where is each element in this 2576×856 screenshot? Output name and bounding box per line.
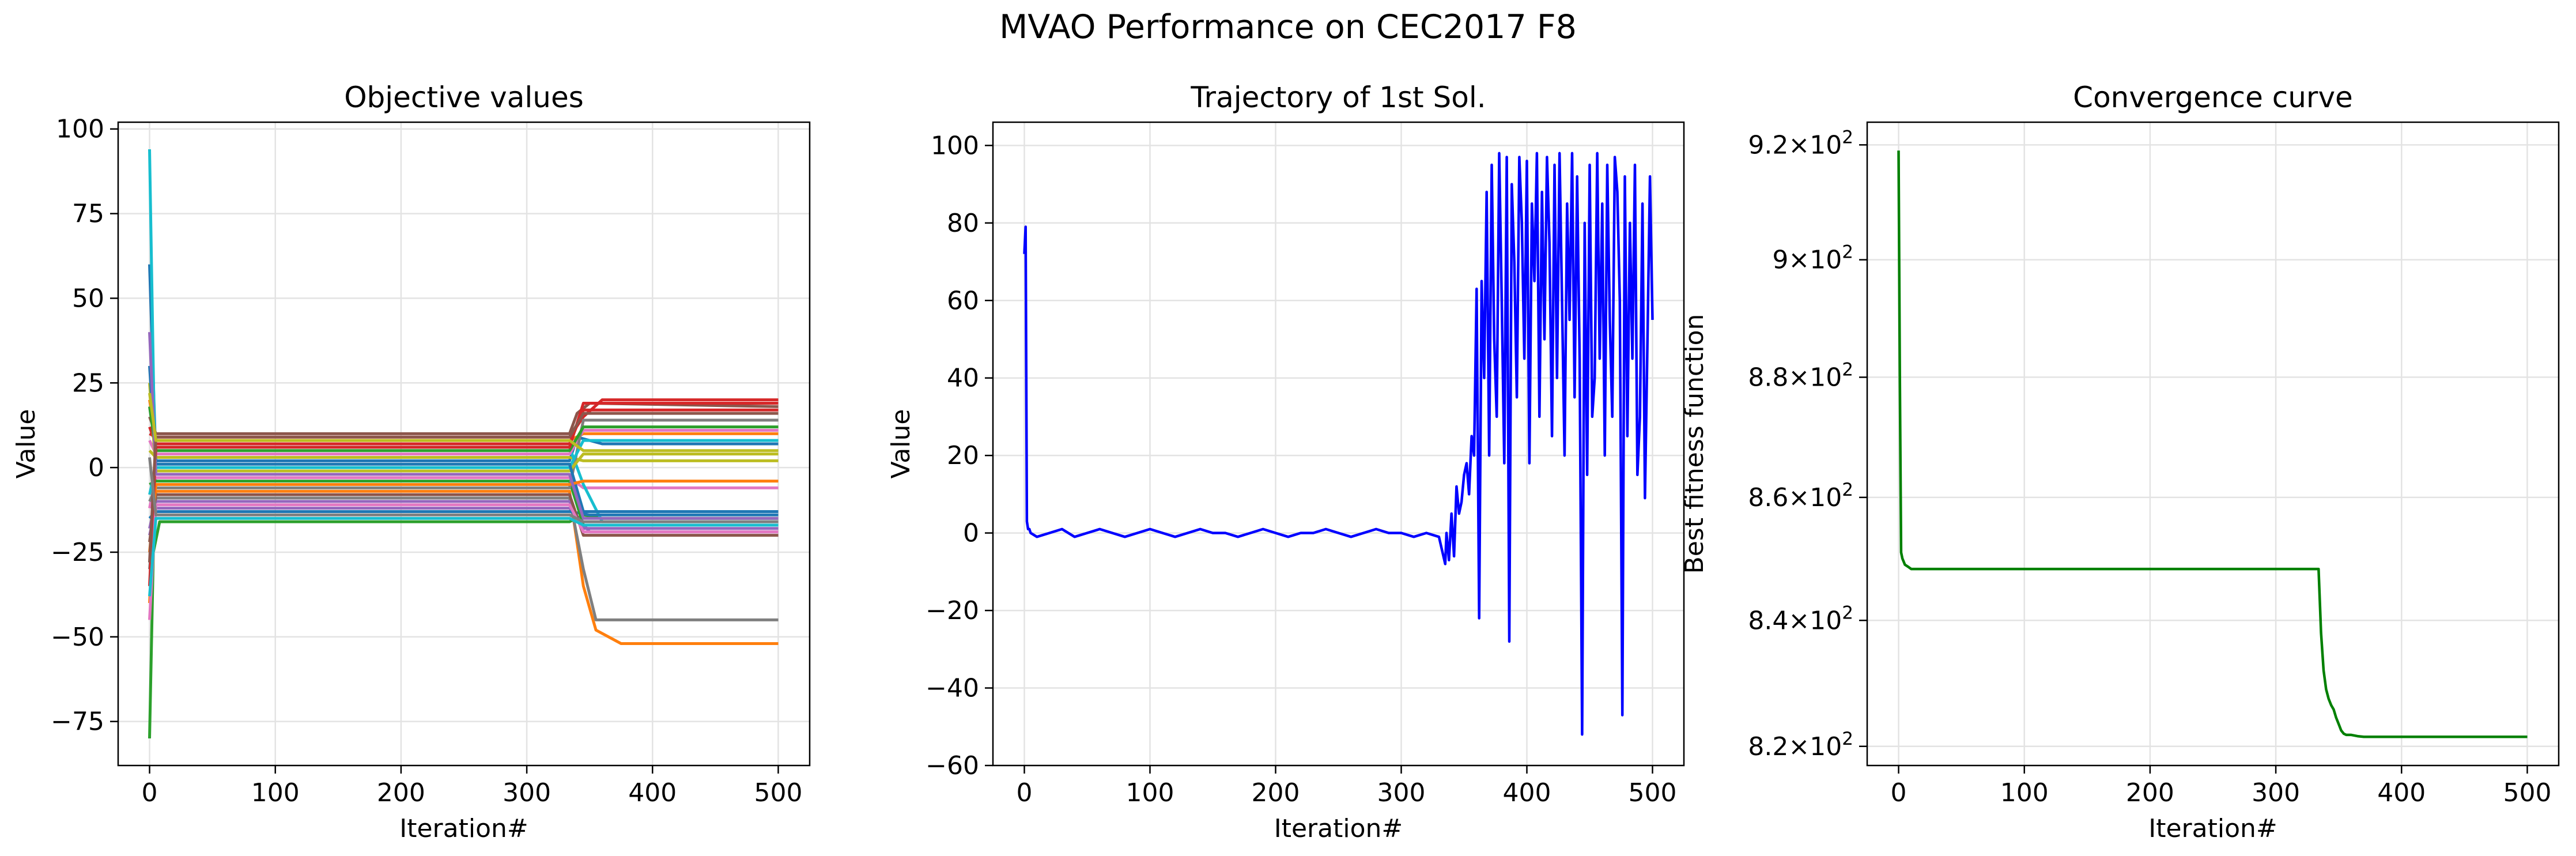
y-tick-label: −20: [926, 596, 979, 625]
x-tick-label: 500: [1629, 778, 1677, 808]
y-tick-label: 8.8×102: [1748, 359, 1853, 392]
y-tick-label: 0: [963, 519, 979, 548]
series-line-26: [148, 412, 779, 563]
convergence-panel: 0 100 200 300 400 500 8.2×102 8.4×102 8.6×102 8.8…: [1680, 81, 2560, 843]
panel-title: Objective values: [344, 81, 584, 114]
axes-frame: [117, 121, 811, 767]
y-tick-label: 8.2×102: [1748, 729, 1853, 761]
y-tick-label: 100: [931, 131, 979, 160]
y-tick-label: 8.6×102: [1748, 480, 1853, 512]
x-tick-label: 400: [628, 778, 677, 808]
x-tick-label: 0: [142, 778, 158, 808]
grid: [1867, 122, 2559, 766]
figure-suptitle: MVAO Performance on CEC2017 F8: [999, 8, 1577, 46]
x-tick-label: 200: [2126, 778, 2174, 808]
x-tick-label: 0: [1017, 778, 1033, 808]
panel-title: Convergence curve: [2073, 81, 2353, 114]
series-group: [148, 149, 779, 739]
x-tick-label: 500: [2503, 778, 2551, 808]
objective-values-panel: 0 100 200 300 400 500 −75 −50 −25 0 25 50 75 100 Objec…: [12, 81, 811, 843]
x-tick-label: 400: [2377, 778, 2426, 808]
x-axis-label: Iteration#: [399, 814, 528, 843]
panel-title: Trajectory of 1st Sol.: [1190, 81, 1486, 114]
axes-frame: [992, 121, 1685, 767]
y-tick-label: 20: [947, 441, 979, 470]
y-tick-label: −60: [926, 751, 979, 780]
x-tick-label: 0: [1891, 778, 1907, 808]
series-line-30: [148, 516, 779, 597]
series-group: [1897, 150, 2528, 738]
y-tick-label: 25: [72, 368, 104, 398]
x-tick-label: 200: [377, 778, 425, 808]
x-tick-label: 100: [2000, 778, 2049, 808]
y-axis-label: Value: [886, 409, 916, 479]
series-line-9: [148, 449, 779, 462]
trajectory-panel: 0 100 200 300 400 500 −60 −40 −20 0 20 40 60 80 100 Tra…: [886, 81, 1685, 843]
series-line-1: [1023, 152, 1654, 736]
y-tick-label: 40: [947, 364, 979, 393]
x-tick-label: 300: [2252, 778, 2300, 808]
series-line-1: [1897, 150, 2528, 738]
series-line-21: [148, 365, 779, 513]
y-axis-label: Best fitness function: [1680, 314, 1709, 574]
x-axis-label: Iteration#: [1274, 814, 1403, 843]
x-tick-label: 100: [1126, 778, 1174, 808]
y-tick-label: 50: [72, 284, 104, 313]
y-tick-label: 0: [88, 453, 104, 482]
y-tick-label: 60: [947, 286, 979, 315]
y-tick-label: −40: [926, 674, 979, 703]
y-tick-label: 80: [947, 209, 979, 238]
x-tick-label: 400: [1503, 778, 1551, 808]
series-line-10: [148, 149, 779, 523]
x-tick-label: 100: [251, 778, 300, 808]
x-tick-label: 500: [754, 778, 802, 808]
x-tick-label: 300: [1377, 778, 1426, 808]
y-axis-label: Value: [12, 409, 41, 479]
series-line-3: [148, 513, 779, 739]
series-line-29: [148, 393, 779, 452]
x-axis-label: Iteration#: [2148, 814, 2277, 843]
series-group: [1023, 152, 1654, 736]
y-tick-label: 9.2×102: [1748, 127, 1853, 160]
y-tick-label: −75: [51, 707, 104, 737]
x-tick-label: 300: [503, 778, 551, 808]
y-tick-label: 100: [56, 115, 104, 144]
y-tick-label: 75: [72, 199, 104, 229]
axes-frame: [1866, 121, 2560, 767]
y-tick-label: −50: [51, 623, 104, 652]
y-tick-label: 8.4×102: [1748, 602, 1853, 635]
y-tick-label: 9×102: [1772, 242, 1853, 275]
y-tick-label: −25: [51, 538, 104, 567]
x-tick-label: 200: [1252, 778, 1300, 808]
series-line-28: [148, 457, 779, 523]
